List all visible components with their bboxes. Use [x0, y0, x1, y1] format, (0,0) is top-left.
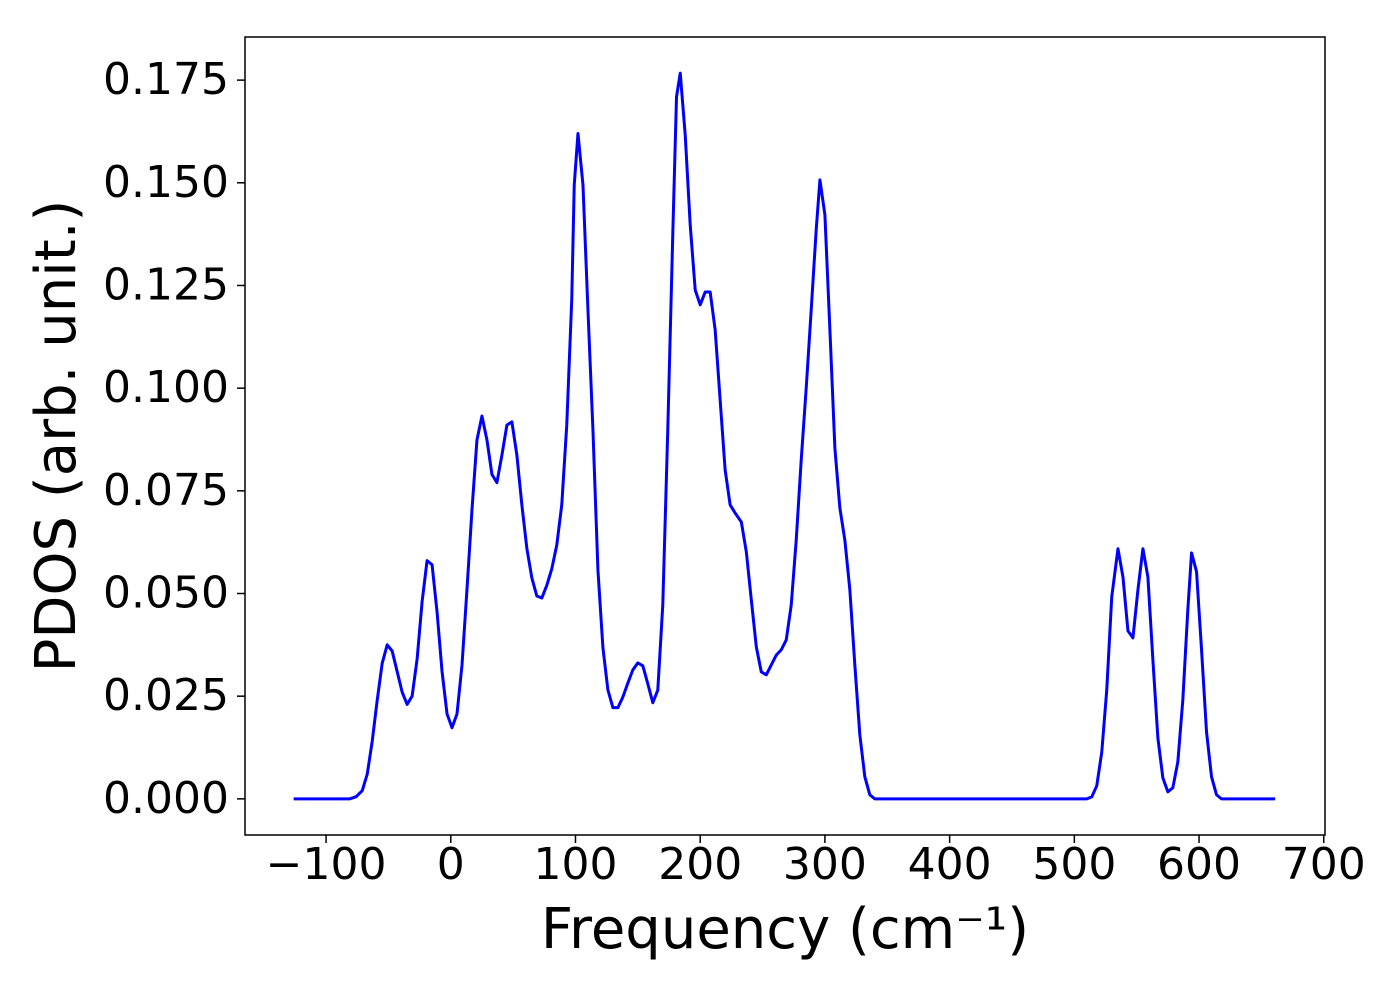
- y-tick-label: 0.150: [103, 157, 229, 208]
- x-tick-label: 100: [533, 839, 617, 890]
- x-tick-label: 700: [1282, 839, 1366, 890]
- x-tick-label: 400: [908, 839, 992, 890]
- line: [293, 71, 1276, 801]
- y-tick-label: 0.050: [103, 568, 229, 619]
- y-tick-label: 0.175: [103, 54, 229, 105]
- y-tick-label: 0.100: [103, 362, 229, 413]
- x-tick-label: 0: [437, 839, 465, 890]
- y-tick-label: 0.125: [103, 259, 229, 310]
- x-tick-label: 600: [1157, 839, 1241, 890]
- y-axis-label: PDOS (arb. unit.): [24, 200, 89, 673]
- plot-frame: [244, 36, 1326, 836]
- x-tick-label: −100: [266, 839, 387, 890]
- y-tick-label: 0.025: [103, 670, 229, 721]
- x-tick-label: 300: [783, 839, 867, 890]
- x-axis-label: Frequency (cm⁻¹): [541, 897, 1029, 962]
- x-tick-label: 200: [658, 839, 742, 890]
- x-tick-label: 500: [1032, 839, 1116, 890]
- y-tick-label: 0.075: [103, 465, 229, 516]
- y-tick-label: 0.000: [103, 773, 229, 824]
